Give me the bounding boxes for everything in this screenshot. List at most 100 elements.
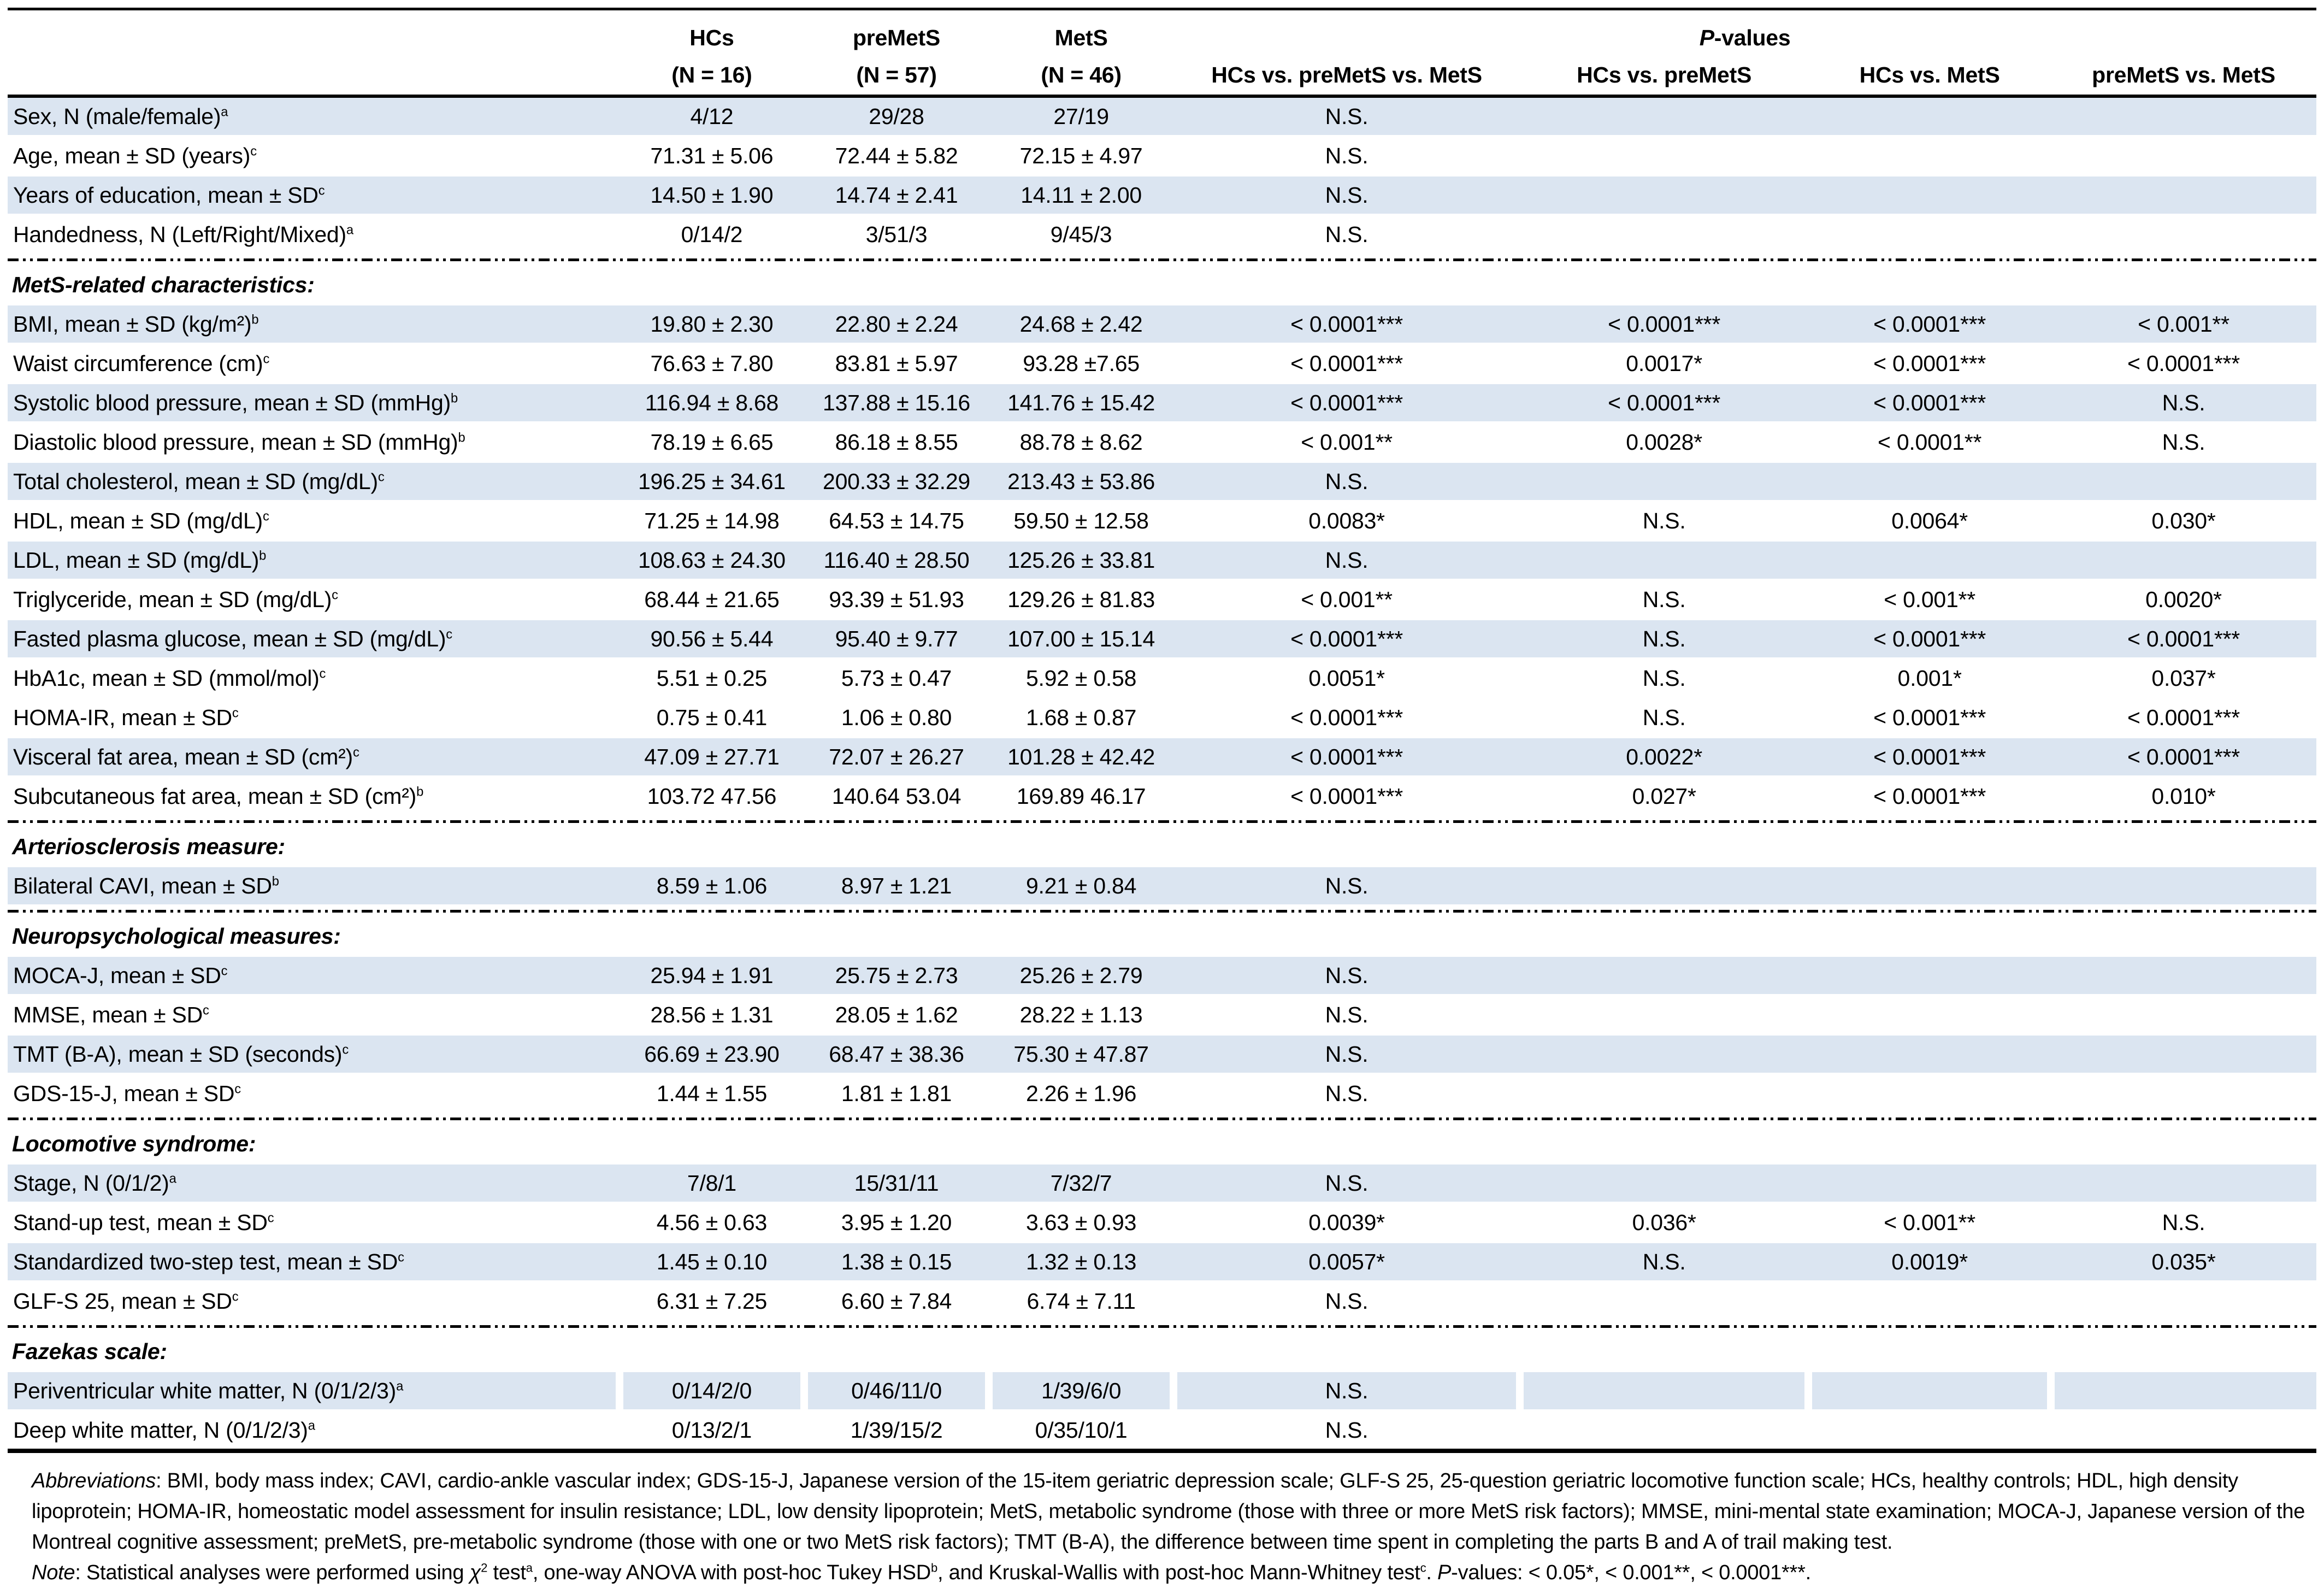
section-title: Fazekas scale:	[8, 1331, 2316, 1372]
cell-p-hcs-vs-mets: < 0.0001**	[1808, 421, 2051, 463]
cell-p-hcs-vs-premets: N.S.	[1520, 579, 1809, 620]
section-header-row: Fazekas scale:	[8, 1331, 2316, 1372]
cell-p-premets-vs-mets: 0.030*	[2050, 500, 2316, 542]
row-label: Handedness, N (Left/Right/Mixed)a	[8, 214, 620, 255]
cell-p-hcs-vs-mets: < 0.0001***	[1808, 775, 2051, 817]
cell-p-omnibus: < 0.0001***	[1173, 697, 1520, 738]
row-label: Systolic blood pressure, mean ± SD (mmHg…	[8, 382, 620, 424]
section-separator-row	[8, 254, 2316, 265]
p-values-group-header: P-values	[1173, 9, 2316, 51]
cell-p-hcs-vs-premets: 0.036*	[1520, 1202, 1809, 1243]
cell-p-premets-vs-mets: < 0.0001***	[2050, 736, 2316, 778]
p-values-title-rest: -values	[1714, 25, 1791, 50]
cell-mets: 9.21 ± 0.84	[989, 865, 1174, 907]
row-label: HDL, mean ± SD (mg/dL)c	[8, 500, 620, 542]
table-row: Stage, N (0/1/2)a 7/8/1 15/31/11 7/32/7 N.S.	[8, 1162, 2316, 1204]
stat-test-superscript: a	[396, 1378, 404, 1393]
cell-premets: 140.64 53.04	[804, 775, 989, 817]
cell-mets: 93.28 ±7.65	[989, 343, 1174, 384]
label-column-header	[8, 9, 620, 51]
cell-mets: 1.32 ± 0.13	[989, 1241, 1174, 1283]
section-header-row: Arteriosclerosis measure:	[8, 826, 2316, 867]
cell-premets: 93.39 ± 51.93	[804, 579, 989, 620]
cell-premets: 6.60 ± 7.84	[804, 1280, 989, 1322]
cell-premets: 83.81 ± 5.97	[804, 343, 989, 384]
cell-mets: 88.78 ± 8.62	[989, 421, 1174, 463]
table-row: HDL, mean ± SD (mg/dL)c 71.25 ± 14.98 64.5…	[8, 500, 2316, 542]
row-label: Visceral fat area, mean ± SD (cm²)c	[8, 736, 620, 778]
table-row: Subcutaneous fat area, mean ± SD (cm²)b 1…	[8, 775, 2316, 817]
stat-test-superscript: c	[352, 744, 359, 760]
row-label: TMT (B-A), mean ± SD (seconds)c	[8, 1033, 620, 1075]
cell-p-hcs-vs-premets	[1520, 135, 1809, 177]
table-row: Handedness, N (Left/Right/Mixed)a 0/14/2 3…	[8, 214, 2316, 255]
cell-p-hcs-vs-premets	[1520, 865, 1809, 907]
row-label: GLF-S 25, mean ± SDc	[8, 1280, 620, 1322]
cell-p-premets-vs-mets: < 0.0001***	[2050, 697, 2316, 738]
n-count-hcs: (N = 16)	[619, 51, 804, 98]
comparison-header-omnibus: HCs vs. preMetS vs. MetS	[1173, 51, 1520, 98]
cell-premets: 29/28	[804, 95, 989, 137]
cell-p-hcs-vs-mets	[1808, 865, 2051, 907]
stat-test-superscript: b	[458, 430, 465, 445]
cell-p-premets-vs-mets	[2050, 994, 2316, 1036]
cell-p-premets-vs-mets	[2050, 135, 2316, 177]
cell-p-omnibus: 0.0051*	[1173, 657, 1520, 699]
column-header-premets: preMetS	[852, 25, 941, 50]
stat-test-superscript: c	[263, 351, 270, 366]
table-header: HCs preMetS MetS P-values (N = 16) (N = …	[8, 9, 2316, 98]
cell-p-hcs-vs-premets	[1520, 1162, 1809, 1204]
section-separator-row	[8, 1321, 2316, 1332]
cell-p-premets-vs-mets: < 0.0001***	[2050, 343, 2316, 384]
cell-p-hcs-vs-mets	[1808, 1162, 2051, 1204]
cell-mets: 59.50 ± 12.58	[989, 500, 1174, 542]
cell-hcs: 0/14/2	[619, 214, 804, 255]
cell-hcs: 6.31 ± 7.25	[619, 1280, 804, 1322]
cell-hcs: 103.72 47.56	[619, 775, 804, 817]
table-row: Stand-up test, mean ± SDc 4.56 ± 0.63 3.95…	[8, 1202, 2316, 1243]
cell-p-hcs-vs-mets	[1804, 1370, 2051, 1411]
stat-test-superscript: b	[451, 390, 458, 405]
cell-p-omnibus: N.S.	[1173, 539, 1520, 581]
cell-premets: 3/51/3	[804, 214, 989, 255]
cell-p-omnibus: < 0.0001***	[1173, 343, 1520, 384]
n-count-premets: (N = 57)	[804, 51, 989, 98]
cell-p-premets-vs-mets	[2050, 1162, 2316, 1204]
cell-premets: 137.88 ± 15.16	[804, 382, 989, 424]
row-label: Periventricular white matter, N (0/1/2/3…	[8, 1370, 620, 1411]
cell-premets: 72.07 ± 26.27	[804, 736, 989, 778]
table-row: Waist circumference (cm)c 76.63 ± 7.80 83.…	[8, 343, 2316, 384]
stat-test-superscript: c	[221, 963, 228, 978]
cell-p-hcs-vs-premets	[1520, 461, 1809, 502]
cell-mets: 27/19	[989, 95, 1174, 137]
cell-p-hcs-vs-premets: N.S.	[1520, 618, 1809, 660]
dash-dot-separator	[8, 254, 2316, 265]
cell-p-hcs-vs-premets	[1520, 95, 1809, 137]
cell-premets: 22.80 ± 2.24	[804, 303, 989, 345]
cell-p-omnibus: < 0.001**	[1173, 579, 1520, 620]
cell-p-hcs-vs-mets: 0.0019*	[1808, 1241, 2051, 1283]
row-label: HbA1c, mean ± SD (mmol/mol)c	[8, 657, 620, 699]
cell-p-omnibus: < 0.0001***	[1173, 775, 1520, 817]
table-row: HOMA-IR, mean ± SDc 0.75 ± 0.41 1.06 ± 0.8…	[8, 697, 2316, 738]
stat-test-superscript: c	[232, 1289, 239, 1304]
cell-p-hcs-vs-premets	[1520, 174, 1809, 216]
cell-p-premets-vs-mets	[2050, 174, 2316, 216]
cell-p-hcs-vs-mets: < 0.0001***	[1808, 736, 2051, 778]
section-title: MetS-related characteristics:	[8, 264, 2316, 305]
stat-test-superscript: c	[318, 183, 325, 198]
cell-p-hcs-vs-mets: < 0.0001***	[1808, 343, 2051, 384]
cell-premets: 5.73 ± 0.47	[804, 657, 989, 699]
cell-mets: 28.22 ± 1.13	[989, 994, 1174, 1036]
row-label: Fasted plasma glucose, mean ± SD (mg/dL)…	[8, 618, 620, 660]
row-label: Stage, N (0/1/2)a	[8, 1162, 620, 1204]
stat-test-superscript: c	[267, 1210, 274, 1225]
cell-hcs: 196.25 ± 34.61	[619, 461, 804, 502]
cell-hcs: 68.44 ± 21.65	[619, 579, 804, 620]
table-row: Fasted plasma glucose, mean ± SD (mg/dL)…	[8, 618, 2316, 660]
cell-hcs: 14.50 ± 1.90	[619, 174, 804, 216]
cell-p-hcs-vs-premets	[1520, 1409, 1809, 1453]
dash-dot-separator	[8, 905, 2316, 916]
stat-test-superscript: c	[332, 587, 338, 602]
cell-hcs: 1.44 ± 1.55	[619, 1073, 804, 1114]
